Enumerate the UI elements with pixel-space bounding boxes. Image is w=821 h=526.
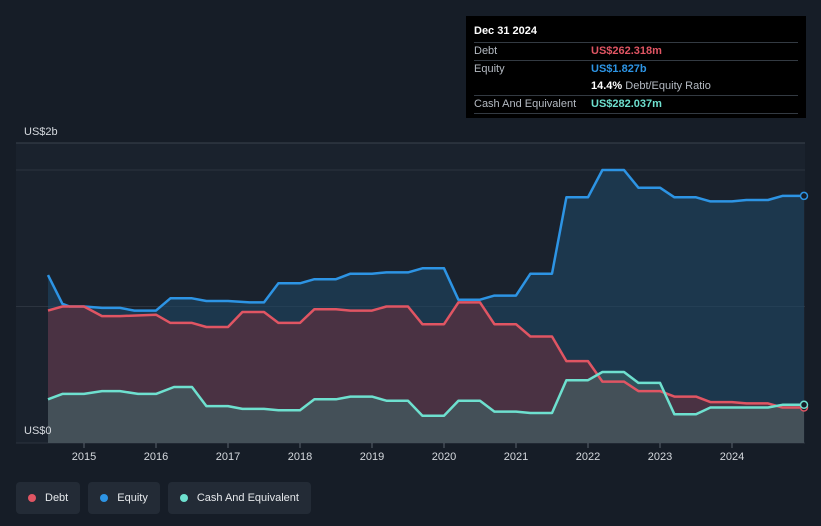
series-lines (46, 168, 804, 417)
y-axis-bottom-label: US$0 (24, 425, 52, 437)
x-tick-label-2024: 2024 (720, 451, 744, 463)
x-tick-label-2017: 2017 (216, 451, 240, 463)
legend-equity[interactable]: Equity (88, 482, 160, 514)
legend-cash-label: Cash And Equivalent (196, 492, 299, 504)
y-axis-top-label: US$2b (24, 126, 58, 138)
legend-cash-dot (179, 494, 188, 502)
tooltip-debt-value: US$262.318m (591, 45, 662, 57)
x-axis-ticks: 2015 2016 2017 2018 2019 2020 2021 2022 2023 2024 (72, 443, 744, 463)
x-tick-label-2022: 2022 (576, 451, 600, 463)
x-tick-label-2019: 2019 (360, 451, 384, 463)
cash-area (48, 372, 804, 443)
tooltip-cash-value: US$282.037m (591, 98, 662, 110)
series-end-markers (799, 191, 809, 412)
legend-cash[interactable]: Cash And Equivalent (167, 482, 311, 514)
tooltip-ratio-percent: 14.4% (591, 80, 623, 92)
legend-equity-label: Equity (117, 492, 148, 504)
legend-debt-label: Debt (45, 492, 69, 504)
debt-line (47, 301, 804, 409)
tooltip-panel: Dec 31 2024 Debt US$262.318m Equity US$1… (466, 16, 806, 118)
tooltip-equity-value: US$1.827b (591, 63, 647, 75)
tooltip-ratio-text: Debt/Equity Ratio (625, 80, 711, 92)
tooltip-ratio-row: 14.4% Debt/Equity Ratio (474, 78, 798, 95)
tooltip-equity-row: Equity US$1.827b (474, 60, 798, 78)
tooltip-cash-label: Cash And Equivalent (474, 98, 577, 110)
x-tick-label-2021: 2021 (504, 451, 528, 463)
x-tick-label-2018: 2018 (288, 451, 312, 463)
x-tick-label-2020: 2020 (432, 451, 456, 463)
x-tick-label-2015: 2015 (72, 451, 96, 463)
tooltip-date: Dec 31 2024 (474, 25, 537, 37)
legend-debt[interactable]: Debt (16, 482, 81, 514)
tooltip-equity-label: Equity (474, 63, 505, 75)
tooltip-ratio: 14.4% Debt/Equity Ratio (591, 78, 711, 95)
equity-end-marker (799, 191, 809, 201)
equity-line (46, 168, 804, 312)
legend-equity-dot (100, 494, 109, 502)
cash-end-marker (799, 400, 809, 410)
x-tick-label-2016: 2016 (144, 451, 168, 463)
tooltip-cash-row: Cash And Equivalent US$282.037m (474, 95, 798, 114)
legend-debt-dot (28, 494, 36, 502)
x-tick-label-2023: 2023 (648, 451, 672, 463)
tooltip-debt-label: Debt (474, 45, 498, 57)
chart-legend: Debt Equity Cash And Equivalent (16, 482, 311, 514)
tooltip-debt-row: Debt US$262.318m (474, 42, 798, 60)
cash-line (47, 370, 804, 417)
